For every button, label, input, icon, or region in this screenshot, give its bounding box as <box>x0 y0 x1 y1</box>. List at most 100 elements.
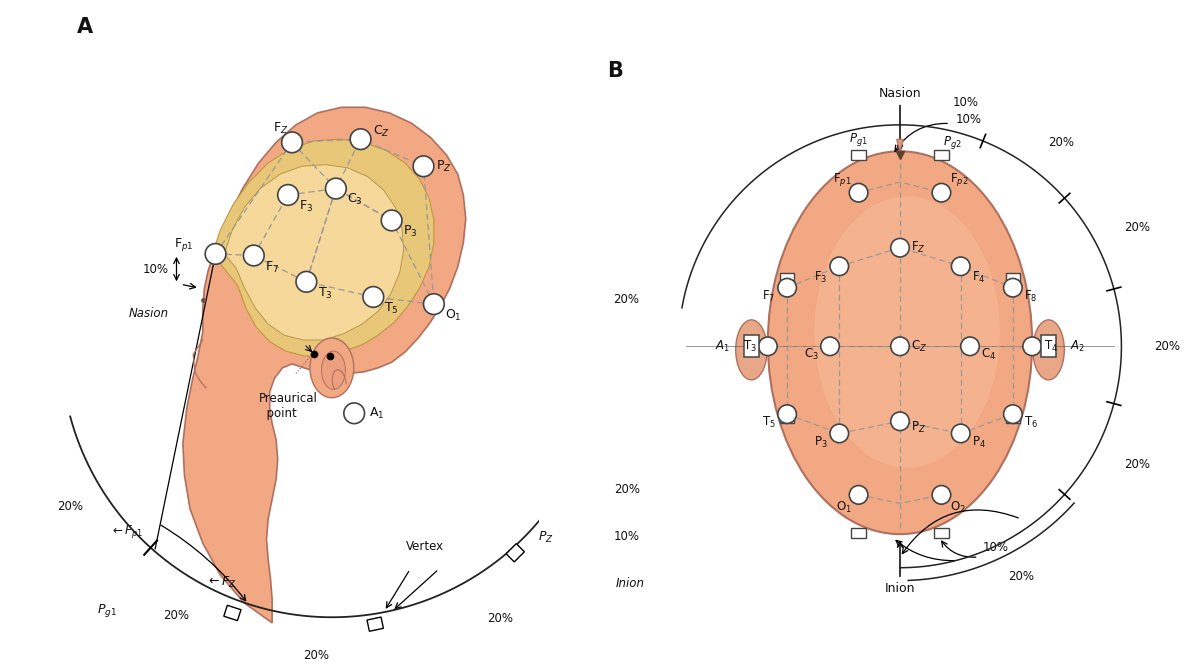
Circle shape <box>758 337 778 355</box>
Text: F$_3$: F$_3$ <box>299 199 313 214</box>
Text: 20%: 20% <box>613 293 640 306</box>
Circle shape <box>932 183 950 202</box>
Circle shape <box>424 293 444 315</box>
Text: 10%: 10% <box>307 323 332 336</box>
Circle shape <box>952 257 970 276</box>
Text: Vertex: Vertex <box>406 540 444 553</box>
Circle shape <box>830 257 848 276</box>
Text: Nasion: Nasion <box>128 307 168 319</box>
Text: F$_3$: F$_3$ <box>815 270 828 286</box>
Text: 20%: 20% <box>163 609 190 622</box>
Text: F$_7$: F$_7$ <box>762 289 775 304</box>
Circle shape <box>778 278 797 297</box>
Circle shape <box>1003 278 1022 297</box>
Text: F$_4$: F$_4$ <box>972 270 985 286</box>
Circle shape <box>282 132 302 153</box>
Circle shape <box>952 424 970 443</box>
Text: $P_{g1}$: $P_{g1}$ <box>850 131 868 147</box>
Text: P$_3$: P$_3$ <box>814 434 828 450</box>
Ellipse shape <box>768 151 1032 534</box>
Text: F$_8$: F$_8$ <box>1025 289 1038 304</box>
Circle shape <box>1022 337 1042 355</box>
Text: C$_3$: C$_3$ <box>347 192 362 207</box>
Bar <box>780 274 794 284</box>
Ellipse shape <box>322 351 346 389</box>
Circle shape <box>296 272 317 292</box>
Ellipse shape <box>1033 320 1064 380</box>
FancyBboxPatch shape <box>1040 335 1056 357</box>
Text: 10%: 10% <box>983 541 1009 554</box>
Text: Nasion: Nasion <box>878 87 922 150</box>
Ellipse shape <box>736 320 767 380</box>
Text: Preaurical
  point: Preaurical point <box>258 392 318 420</box>
Text: 10%: 10% <box>955 113 982 125</box>
Bar <box>1006 413 1020 423</box>
Text: 20%: 20% <box>1124 221 1150 234</box>
Text: B: B <box>607 60 623 80</box>
Text: F$_7$: F$_7$ <box>265 260 280 275</box>
Bar <box>1006 274 1020 284</box>
Wedge shape <box>896 139 904 152</box>
Text: F$_Z$: F$_Z$ <box>272 120 288 135</box>
Text: $P_{g1}$: $P_{g1}$ <box>97 602 116 620</box>
Circle shape <box>205 244 226 264</box>
Text: P$_4$: P$_4$ <box>972 434 986 450</box>
Circle shape <box>778 405 797 424</box>
Circle shape <box>932 485 950 504</box>
Bar <box>780 413 794 423</box>
Circle shape <box>277 185 299 205</box>
Text: F$_{p2}$: F$_{p2}$ <box>950 171 968 189</box>
Circle shape <box>350 129 371 149</box>
Bar <box>935 529 948 539</box>
Circle shape <box>325 178 347 199</box>
Circle shape <box>413 156 434 177</box>
Text: $\leftarrow F_Z$: $\leftarrow F_Z$ <box>205 574 236 590</box>
Text: T$_5$: T$_5$ <box>384 301 400 315</box>
Text: 20%: 20% <box>614 483 640 495</box>
Text: T$_5$: T$_5$ <box>762 415 775 430</box>
Text: P$_Z$: P$_Z$ <box>437 159 452 174</box>
Circle shape <box>890 337 910 355</box>
Circle shape <box>890 238 910 257</box>
FancyBboxPatch shape <box>744 335 760 357</box>
Bar <box>223 606 241 621</box>
Text: $\leftarrow F_{p1}$: $\leftarrow F_{p1}$ <box>109 523 143 540</box>
Circle shape <box>850 485 868 504</box>
Text: F$_Z$: F$_Z$ <box>911 240 925 255</box>
Bar <box>506 544 524 562</box>
Text: 20%: 20% <box>1154 340 1181 353</box>
Text: 20%: 20% <box>302 649 329 661</box>
Text: C$_3$: C$_3$ <box>804 347 818 363</box>
Circle shape <box>821 337 839 355</box>
Circle shape <box>961 337 979 355</box>
Text: O$_1$: O$_1$ <box>445 307 462 323</box>
Bar <box>367 617 384 631</box>
Text: T$_4$: T$_4$ <box>1044 339 1057 354</box>
Circle shape <box>890 412 910 430</box>
Text: A: A <box>77 17 94 37</box>
Text: P$_3$: P$_3$ <box>403 224 418 239</box>
Text: T$_3$: T$_3$ <box>318 286 332 301</box>
Text: T$_3$: T$_3$ <box>743 339 756 354</box>
Polygon shape <box>224 165 403 340</box>
Text: A$_1$: A$_1$ <box>368 406 384 421</box>
Text: F$_{p1}$: F$_{p1}$ <box>174 236 193 253</box>
Polygon shape <box>212 139 434 356</box>
Text: O$_2$: O$_2$ <box>950 500 966 515</box>
Text: $A_2$: $A_2$ <box>1070 339 1085 354</box>
Text: C$_Z$: C$_Z$ <box>373 124 390 139</box>
Ellipse shape <box>310 338 354 398</box>
Bar <box>852 529 865 539</box>
Circle shape <box>382 210 402 231</box>
Text: P$_Z$: P$_Z$ <box>912 420 926 434</box>
Circle shape <box>830 424 848 443</box>
Circle shape <box>1003 405 1022 424</box>
Text: F$_{p1}$: F$_{p1}$ <box>833 171 852 189</box>
Text: C$_4$: C$_4$ <box>982 347 996 363</box>
Circle shape <box>362 287 384 307</box>
Text: $P_{g2}$: $P_{g2}$ <box>943 134 961 151</box>
Text: 10%: 10% <box>143 264 168 276</box>
Bar <box>935 150 948 160</box>
Circle shape <box>244 245 264 266</box>
Text: 10%: 10% <box>953 96 979 109</box>
